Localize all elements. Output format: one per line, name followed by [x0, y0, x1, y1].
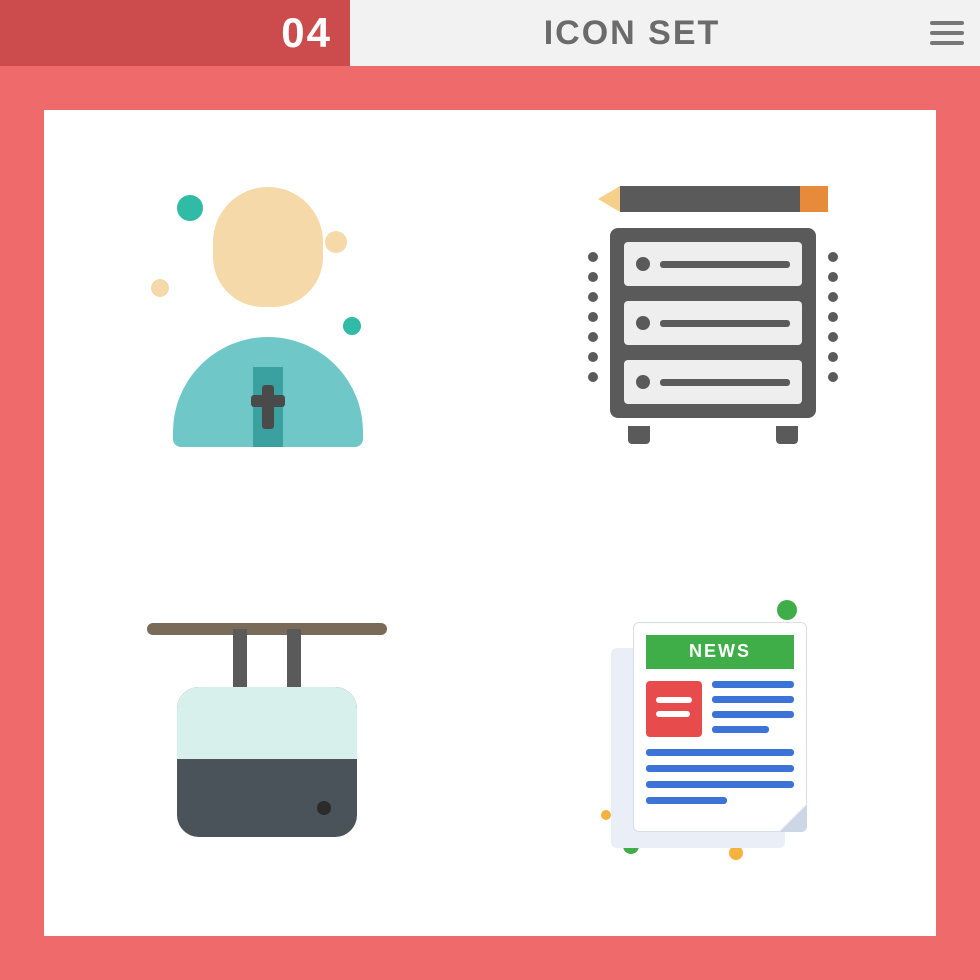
server-edit-icon: [588, 192, 838, 442]
canvas: 04 ICON SET: [0, 0, 980, 980]
cross-icon: [262, 385, 274, 429]
server-feet: [628, 426, 798, 444]
menu-button[interactable]: [914, 0, 980, 66]
hanger: [233, 629, 247, 689]
decor-dot: [729, 846, 743, 860]
icon-grid: NEWS: [44, 110, 936, 936]
news-headline-lines: [712, 681, 794, 737]
cab: [177, 687, 357, 837]
cable-car-icon: [147, 605, 387, 855]
news-lead-row: [646, 681, 794, 737]
header-title: ICON SET: [350, 14, 914, 53]
decor-dot: [151, 279, 169, 297]
cab-light: [317, 801, 331, 815]
server-slot: [624, 360, 802, 404]
hamburger-icon: [930, 21, 964, 45]
page-curl-icon: [779, 804, 807, 832]
pencil-tip: [598, 186, 620, 212]
sheet: NEWS: [44, 110, 936, 936]
priest-head: [213, 187, 323, 307]
server-indicator-dots: [828, 252, 838, 382]
cell-server: [490, 110, 936, 523]
news-body-lines: [646, 749, 794, 804]
pencil-icon: [598, 186, 828, 212]
cross-icon: [251, 395, 285, 407]
cell-news: NEWS: [490, 523, 936, 936]
newspaper-icon: NEWS: [593, 600, 833, 860]
server-rack: [610, 228, 816, 418]
header-number-tab: 04: [130, 0, 350, 66]
server-indicator-dots: [588, 252, 598, 382]
news-front-page: NEWS: [633, 622, 807, 832]
header-number: 04: [281, 9, 332, 57]
header-accent-strip: [0, 0, 130, 66]
cab-window: [177, 687, 357, 759]
decor-dot: [325, 231, 347, 253]
stage: NEWS: [0, 66, 980, 980]
cell-priest: [44, 110, 490, 523]
pencil-barrel: [620, 186, 800, 212]
decor-dot: [777, 600, 797, 620]
header-bar: 04 ICON SET: [0, 0, 980, 66]
decor-dot: [343, 317, 361, 335]
server-slot: [624, 301, 802, 345]
pencil-eraser: [800, 186, 828, 212]
header-mid: 04 ICON SET: [130, 0, 914, 66]
decor-dot: [601, 810, 611, 820]
priest-collar: [240, 311, 296, 333]
news-masthead: NEWS: [646, 635, 794, 669]
cable: [147, 623, 387, 635]
server-slot: [624, 242, 802, 286]
priest-icon: [147, 187, 387, 447]
cell-cablecar: [44, 523, 490, 936]
hanger: [287, 629, 301, 689]
decor-dot: [177, 195, 203, 221]
news-thumb: [646, 681, 702, 737]
